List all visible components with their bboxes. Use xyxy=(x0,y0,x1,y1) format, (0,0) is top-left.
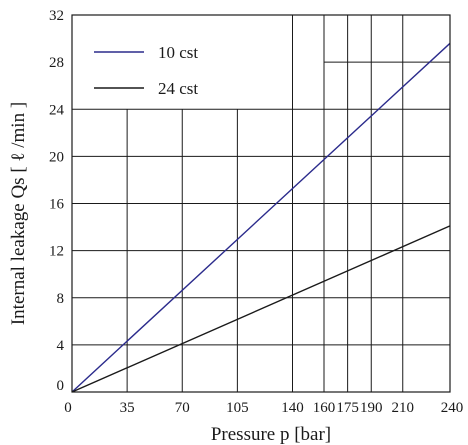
y-tick-label: 16 xyxy=(49,197,65,213)
y-tick-label: 28 xyxy=(49,55,64,71)
series-lines xyxy=(71,42,451,393)
y-tick-label: 4 xyxy=(57,338,65,354)
y-tick-label: 0 xyxy=(57,378,65,394)
y-tick-label: 12 xyxy=(49,244,64,260)
x-tick-label: 210 xyxy=(392,400,415,416)
x-tick-labels: 0 35 70 105 140 160 175 190 210 240 xyxy=(64,400,463,416)
x-axis-title: Pressure p [bar] xyxy=(211,424,331,445)
series-line-1 xyxy=(71,42,451,393)
x-tick-label: 160 xyxy=(313,400,336,416)
grid xyxy=(72,15,450,392)
x-tick-label: 175 xyxy=(336,400,359,416)
x-tick-label: 240 xyxy=(441,400,464,416)
y-tick-labels: 0 4 8 12 16 20 24 28 32 xyxy=(49,8,65,394)
plot-frame xyxy=(71,14,451,393)
y-tick-label: 20 xyxy=(49,149,64,165)
legend-label-2: 24 cst xyxy=(158,79,198,98)
x-tick-label: 70 xyxy=(175,400,190,416)
x-tick-label: 35 xyxy=(120,400,135,416)
y-tick-label: 32 xyxy=(49,8,64,24)
y-tick-label: 24 xyxy=(49,102,65,118)
x-tick-label: 190 xyxy=(360,400,383,416)
x-tick-label: 0 xyxy=(64,400,72,416)
x-tick-label: 140 xyxy=(281,400,304,416)
legend-label-1: 10 cst xyxy=(158,43,198,62)
series-line-2 xyxy=(71,225,451,393)
y-axis-title: Internal leakage Qs [ ℓ /min ] xyxy=(8,102,29,325)
y-tick-label: 8 xyxy=(57,291,65,307)
x-tick-label: 105 xyxy=(226,400,249,416)
legend: 10 cst 24 cst xyxy=(94,43,198,98)
